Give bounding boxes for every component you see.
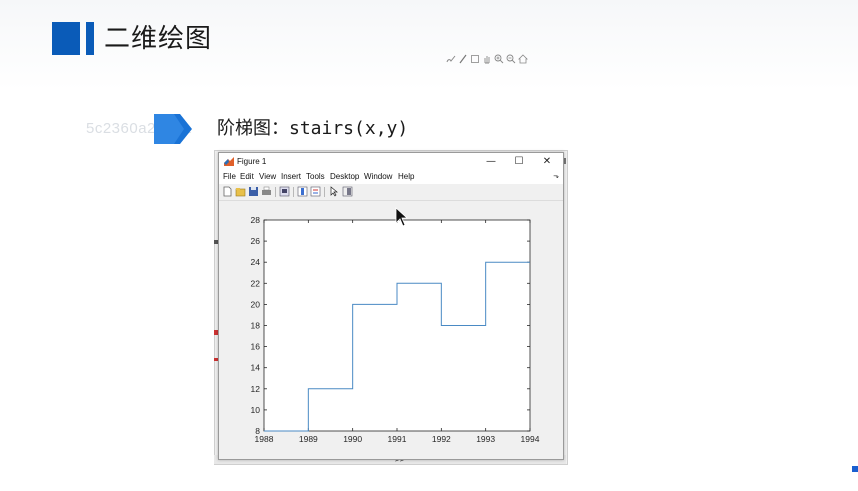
insert-colorbar-icon[interactable] [297,186,308,197]
figure-toolbar [219,184,563,201]
menu-edit[interactable]: Edit [240,172,254,181]
x-tick-label: 1993 [476,434,495,444]
y-tick-label: 8 [255,426,260,436]
desktop-mark [214,330,218,335]
header-accent-block [52,22,80,55]
plot-area [263,219,531,432]
brush-icon[interactable] [446,54,456,64]
insert-legend-icon[interactable] [310,186,321,197]
y-tick-label: 12 [251,384,261,394]
new-figure-icon[interactable] [222,186,233,197]
x-tick-label: 1994 [521,434,540,444]
matlab-logo-icon [224,157,234,166]
pan-icon[interactable] [482,54,492,64]
pin-icon[interactable]: ⬎ [553,172,559,180]
print-icon[interactable] [261,186,272,197]
x-tick-label: 1991 [388,434,407,444]
figure-title: Figure 1 [237,157,267,166]
menu-tools[interactable]: Tools [306,172,325,181]
y-tick-label: 26 [251,236,261,246]
menu-window[interactable]: Window [364,172,393,181]
x-tick-label: 1988 [255,434,274,444]
figure-titlebar[interactable]: Figure 1 — ☐ ✕ [219,153,563,170]
y-tick-label: 10 [251,405,261,415]
x-tick-label: 1989 [299,434,318,444]
zoom-region-icon[interactable] [470,54,480,64]
menu-help[interactable]: Help [398,172,415,181]
data-cursor-icon[interactable] [458,54,468,64]
open-icon[interactable] [235,186,246,197]
zoom-out-icon[interactable] [506,54,516,64]
mouse-cursor-icon [395,207,409,227]
y-tick-label: 20 [251,299,261,309]
dock-icon[interactable] [342,186,353,197]
menu-desktop[interactable]: Desktop [330,172,360,181]
toolbar-separator [324,187,325,197]
zoom-in-icon[interactable] [494,54,504,64]
y-tick-label: 18 [251,321,261,331]
y-tick-label: 22 [251,278,261,288]
slide-corner-mark [852,466,858,472]
edit-plot-icon[interactable] [329,186,340,197]
link-plot-icon[interactable] [279,186,290,197]
maximize-button[interactable]: ☐ [514,156,524,167]
toolbar-separator [293,187,294,197]
desktop-mark [562,158,566,164]
desktop-mark [214,358,218,361]
section-arrow-icon [154,112,194,146]
menu-insert[interactable]: Insert [281,172,302,181]
header-accent-bar [86,22,94,55]
menu-view[interactable]: View [259,172,277,181]
y-tick-label: 14 [251,363,261,373]
section-subtitle: 阶梯图：stairs(x,y) [217,118,409,139]
menu-file[interactable]: File [223,172,236,181]
desktop-mark [214,240,218,244]
y-tick-label: 28 [251,215,261,225]
figure-menubar: File Edit View Insert Tools Desktop Wind… [219,170,563,184]
y-tick-label: 24 [251,257,261,267]
slide-title: 二维绘图 [104,24,213,54]
save-icon[interactable] [248,186,259,197]
x-tick-label: 1992 [432,434,451,444]
close-button[interactable]: ✕ [542,156,552,167]
toolbar-separator [275,187,276,197]
home-icon[interactable] [518,54,528,64]
y-tick-label: 16 [251,342,261,352]
minimize-button[interactable]: — [486,156,496,167]
stairs-series-line [264,261,530,432]
x-tick-label: 1990 [343,434,362,444]
